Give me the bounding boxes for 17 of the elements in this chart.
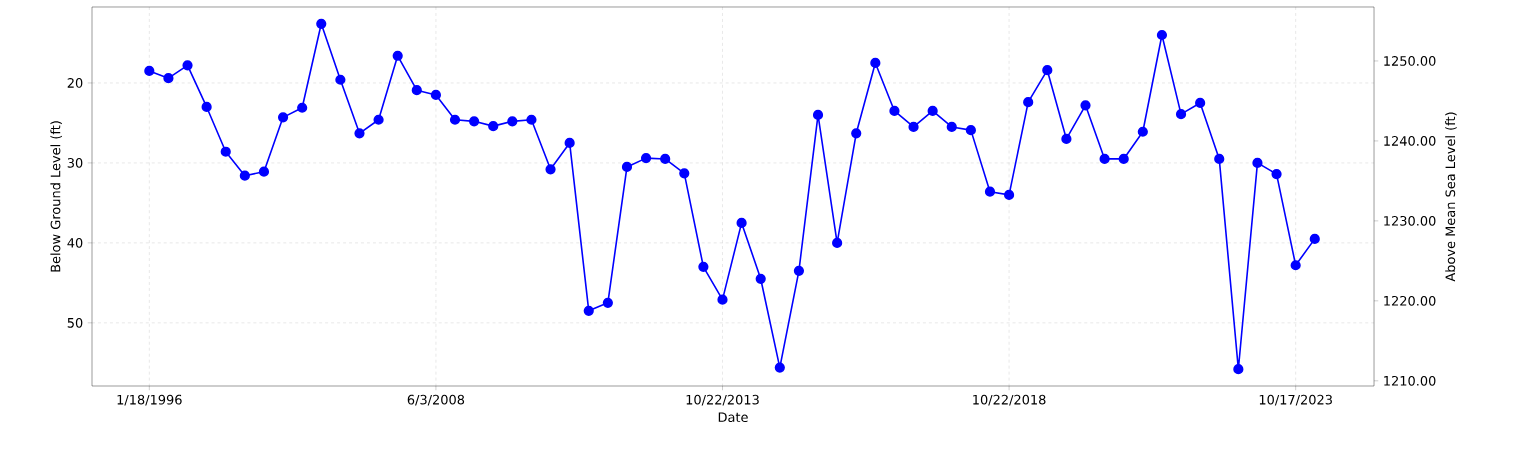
y-tick-label: 50 bbox=[67, 317, 83, 328]
y2-tick-label: 1210.00 bbox=[1384, 375, 1436, 386]
x-tick-label: 10/22/2013 bbox=[686, 394, 759, 406]
y-tick-label: 20 bbox=[67, 78, 83, 88]
y2-tick-label: 1220.00 bbox=[1384, 295, 1436, 306]
y-tick-label: 40 bbox=[67, 237, 83, 248]
x-axis-title: Date bbox=[718, 412, 748, 423]
y-axis-title: Below Ground Level (ft) bbox=[50, 121, 62, 272]
y2-axis-title: Above Mean Sea Level (ft) bbox=[1445, 112, 1457, 282]
x-tick-label: 1/18/1996 bbox=[117, 394, 182, 406]
y2-tick-label: 1250.00 bbox=[1384, 56, 1436, 66]
x-tick-label: 10/17/2023 bbox=[1259, 394, 1332, 406]
y-tick-label: 30 bbox=[67, 158, 83, 168]
x-tick-label: 10/22/2018 bbox=[973, 394, 1046, 406]
y2-tick-label: 1230.00 bbox=[1384, 215, 1436, 226]
x-tick-label: 6/3/2008 bbox=[407, 394, 465, 406]
y2-tick-label: 1240.00 bbox=[1384, 136, 1436, 146]
